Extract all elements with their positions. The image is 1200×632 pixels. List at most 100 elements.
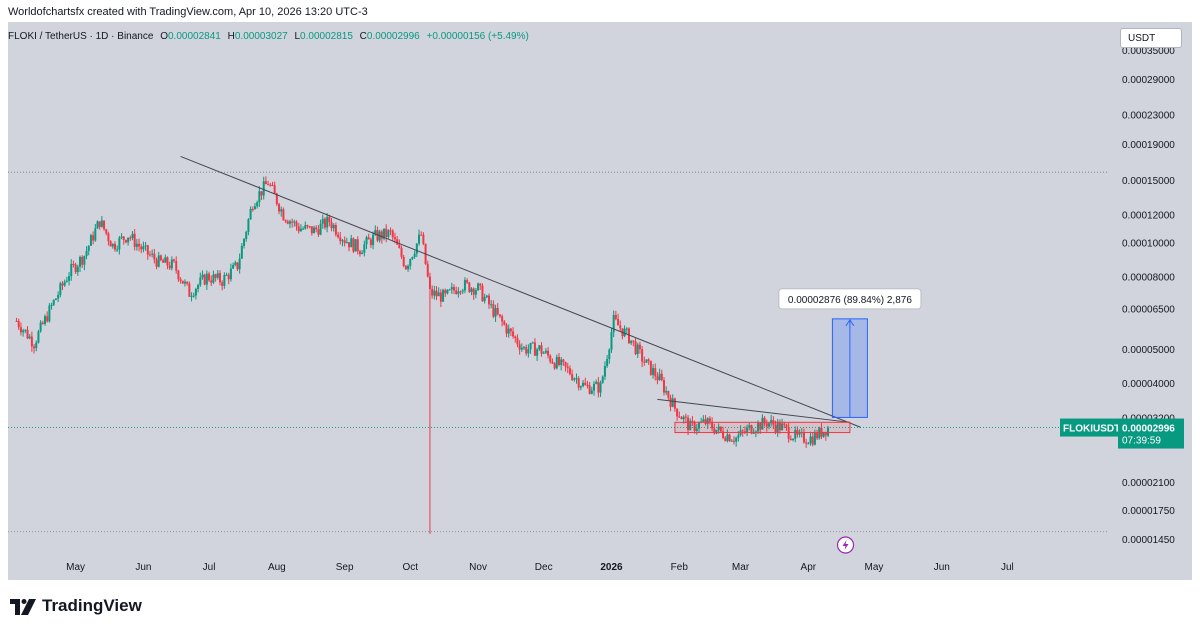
candle-body	[24, 329, 27, 331]
candle-body	[669, 397, 672, 407]
candle-body	[116, 249, 119, 251]
chart-frame[interactable]: 0.00035000 0.00029000 0.00023000 0.00019000…	[8, 22, 1192, 580]
y-tick-label: 0.00019000	[1122, 140, 1175, 151]
candle-body	[512, 331, 515, 337]
candle-body	[214, 274, 217, 278]
candle-body	[448, 289, 451, 291]
price-chart[interactable]: 0.00035000 0.00029000 0.00023000 0.00019000…	[8, 22, 1192, 580]
candle-body	[46, 316, 49, 322]
candle-body	[549, 355, 552, 362]
candle-body	[140, 246, 143, 250]
candle-body	[807, 443, 810, 445]
candle-body	[54, 298, 57, 300]
candle-body	[588, 385, 591, 394]
candle-body	[59, 283, 62, 295]
candle-body	[415, 243, 418, 254]
candle-body	[660, 373, 663, 381]
candle-body	[299, 228, 302, 232]
candle-body	[260, 191, 263, 196]
candle-body	[636, 344, 639, 355]
candle-body	[442, 290, 445, 302]
candle-body	[468, 282, 471, 292]
candle-body	[789, 438, 792, 440]
minor-trendline[interactable]	[657, 398, 850, 423]
candle-body	[225, 274, 228, 276]
candle-body	[288, 221, 291, 224]
candle-body	[212, 274, 215, 283]
candle-body	[647, 359, 650, 361]
candle-body	[505, 324, 508, 334]
candle-body	[579, 386, 582, 388]
candle-body	[619, 325, 622, 329]
candle-body	[96, 221, 99, 229]
candle-body	[737, 435, 740, 438]
candle-body	[28, 336, 31, 339]
candle-body	[337, 234, 340, 238]
candle-body	[37, 331, 40, 343]
currency-button[interactable]: USDT	[1120, 28, 1182, 48]
candle-body	[420, 234, 423, 236]
candle-body	[477, 283, 480, 291]
candle-body	[774, 424, 777, 433]
candle-body	[433, 290, 436, 296]
candle-body	[538, 345, 541, 350]
candle-body	[282, 209, 285, 221]
candle-body	[792, 438, 795, 440]
candle-body	[450, 287, 453, 290]
candle-body	[105, 229, 108, 234]
tradingview-brand[interactable]: TradingView	[10, 596, 142, 616]
candle-body	[122, 236, 125, 240]
candle-body	[693, 421, 696, 431]
candle-body	[566, 366, 569, 369]
candle-body	[743, 431, 746, 433]
plot-area[interactable]	[8, 22, 1108, 550]
candle-body	[822, 431, 825, 437]
candle-body	[345, 242, 348, 244]
candle-body	[89, 235, 92, 246]
candle-body	[726, 434, 729, 441]
candle-body	[713, 428, 716, 434]
candle-body	[127, 237, 130, 243]
candle-body	[767, 423, 770, 427]
candle-body	[232, 264, 235, 269]
candle-body	[208, 273, 211, 281]
candle-body	[407, 265, 410, 270]
candle-body	[824, 431, 827, 436]
candle-body	[490, 304, 493, 306]
candle-body	[520, 347, 523, 350]
candle-body	[400, 247, 403, 257]
candle-body	[72, 264, 75, 266]
measure-arrow-head	[845, 318, 855, 327]
candle-body	[599, 382, 602, 393]
candle-body	[151, 253, 154, 255]
candle-body	[280, 209, 283, 212]
candle-body	[568, 368, 571, 375]
candle-body	[601, 376, 604, 383]
candle-body	[256, 202, 259, 207]
candle-body	[87, 245, 90, 251]
candle-body	[63, 281, 66, 286]
candle-body	[540, 345, 543, 354]
candle-body	[634, 341, 637, 355]
candle-body	[439, 292, 442, 302]
candle-body	[284, 220, 287, 222]
candle-body	[794, 429, 797, 439]
x-tick-label: Feb	[671, 562, 689, 573]
symbol-name: FLOKI / TetherUS · 1D · Binance	[8, 31, 154, 42]
candle-body	[61, 283, 64, 286]
candle-body	[210, 280, 213, 283]
candle-body	[76, 266, 79, 273]
candle-body	[573, 378, 576, 380]
candle-body	[238, 258, 241, 270]
y-tick-label: 0.00001450	[1122, 535, 1175, 546]
y-tick-label: 0.00015000	[1122, 176, 1175, 187]
candle-body	[481, 285, 484, 302]
candle-body	[525, 347, 528, 354]
x-tick-label: Dec	[535, 562, 553, 573]
candle-body	[50, 304, 53, 306]
candle-body	[809, 436, 812, 444]
x-tick-label: 2026	[600, 562, 623, 573]
descending-trendline[interactable]	[180, 156, 862, 428]
candle-body	[308, 226, 311, 228]
candle-body	[334, 224, 337, 235]
